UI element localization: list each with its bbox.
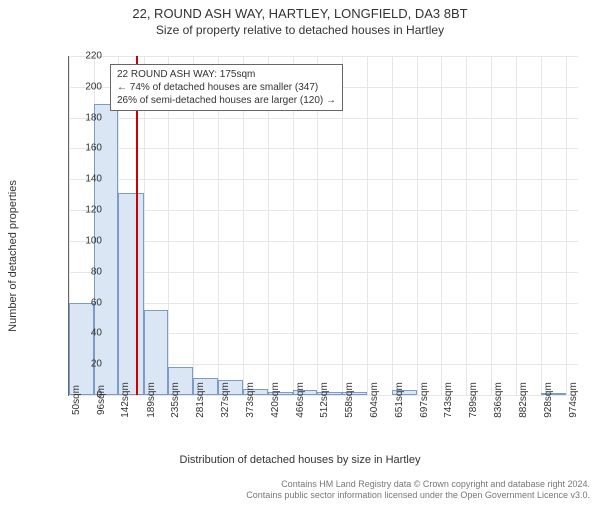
gridline-v	[392, 56, 393, 395]
y-tick-label: 160	[72, 143, 102, 154]
gridline-v	[541, 56, 542, 395]
gridline-v	[491, 56, 492, 395]
gridline-h	[69, 148, 578, 149]
gridline-h	[69, 179, 578, 180]
x-tick-label: 420sqm	[270, 382, 281, 418]
x-tick-label: 189sqm	[146, 382, 157, 418]
gridline-v	[417, 56, 418, 395]
x-tick-label: 558sqm	[344, 382, 355, 418]
x-tick-label: 697sqm	[419, 382, 430, 418]
gridline-h	[69, 118, 578, 119]
y-tick-label: 40	[72, 328, 102, 339]
x-tick-label: 974sqm	[568, 382, 579, 418]
gridline-v	[367, 56, 368, 395]
x-tick-label: 96sqm	[96, 385, 107, 415]
y-tick-label: 140	[72, 174, 102, 185]
x-tick-label: 466sqm	[295, 382, 306, 418]
y-tick-label: 120	[72, 205, 102, 216]
annotation-line2: ← 74% of detached houses are smaller (34…	[117, 81, 336, 94]
annotation-line3: 26% of semi-detached houses are larger (…	[117, 94, 336, 107]
x-tick-label: 281sqm	[195, 382, 206, 418]
x-tick-label: 604sqm	[369, 382, 380, 418]
title-sub: Size of property relative to detached ho…	[0, 23, 600, 37]
gridline-h	[69, 210, 578, 211]
x-tick-label: 50sqm	[71, 385, 82, 415]
histogram-bar	[118, 193, 143, 395]
gridline-v	[441, 56, 442, 395]
x-tick-label: 512sqm	[319, 382, 330, 418]
gridline-h	[69, 303, 578, 304]
y-tick-label: 60	[72, 297, 102, 308]
x-tick-label: 142sqm	[120, 382, 131, 418]
footer-line2: Contains public sector information licen…	[0, 490, 590, 502]
gridline-h	[69, 241, 578, 242]
title-main: 22, ROUND ASH WAY, HARTLEY, LONGFIELD, D…	[0, 6, 600, 21]
gridline-h	[69, 56, 578, 57]
x-tick-label: 651sqm	[394, 382, 405, 418]
x-tick-label: 789sqm	[468, 382, 479, 418]
x-tick-label: 373sqm	[245, 382, 256, 418]
y-tick-label: 80	[72, 266, 102, 277]
gridline-v	[516, 56, 517, 395]
gridline-v	[466, 56, 467, 395]
x-tick-label: 928sqm	[543, 382, 554, 418]
y-tick-label: 180	[72, 112, 102, 123]
y-tick-label: 200	[72, 81, 102, 92]
y-axis-label: Number of detached properties	[7, 180, 19, 332]
x-tick-label: 836sqm	[493, 382, 504, 418]
x-axis-label: Distribution of detached houses by size …	[0, 454, 600, 466]
x-tick-label: 235sqm	[170, 382, 181, 418]
annotation-box: 22 ROUND ASH WAY: 175sqm ← 74% of detach…	[110, 64, 343, 111]
x-tick-label: 327sqm	[220, 382, 231, 418]
chart-area: 22 ROUND ASH WAY: 175sqm ← 74% of detach…	[40, 50, 588, 434]
gridline-h	[69, 272, 578, 273]
y-tick-label: 20	[72, 359, 102, 370]
y-tick-label: 100	[72, 235, 102, 246]
x-tick-label: 882sqm	[518, 382, 529, 418]
histogram-bar	[69, 303, 94, 395]
footer: Contains HM Land Registry data © Crown c…	[0, 479, 590, 502]
y-tick-label: 220	[72, 51, 102, 62]
footer-line1: Contains HM Land Registry data © Crown c…	[0, 479, 590, 491]
annotation-line1: 22 ROUND ASH WAY: 175sqm	[117, 68, 336, 81]
x-tick-label: 743sqm	[443, 382, 454, 418]
gridline-v	[566, 56, 567, 395]
